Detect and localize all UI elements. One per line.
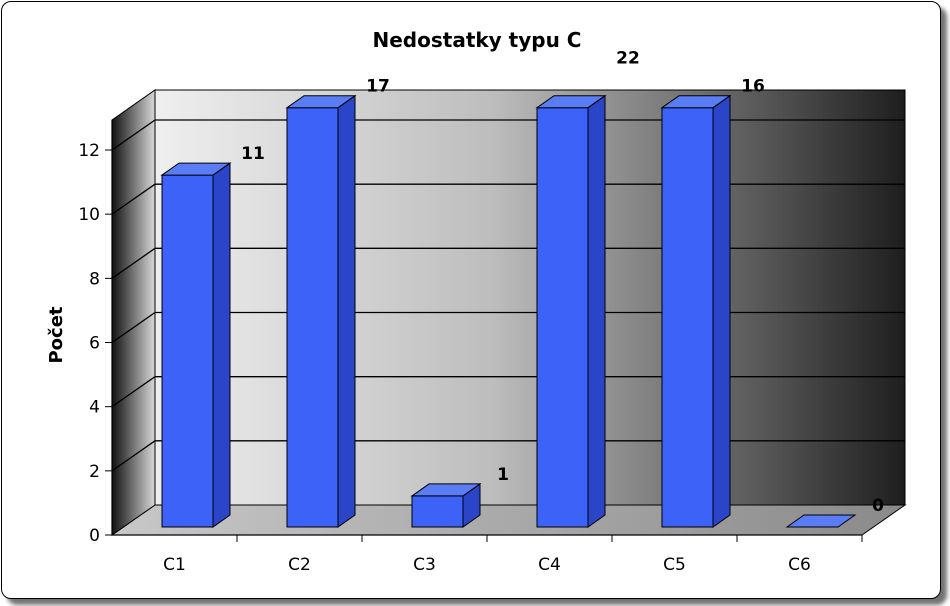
x-tick-label: C2 xyxy=(288,555,311,575)
gridline xyxy=(111,440,905,472)
gridline xyxy=(111,119,905,151)
y-tick-label: 4 xyxy=(89,398,100,418)
gridline xyxy=(111,247,905,279)
side-wall xyxy=(111,89,156,536)
data-label: 22 xyxy=(616,49,640,69)
bar-top xyxy=(535,95,607,109)
x-tick-label: C1 xyxy=(163,555,186,575)
bar-top xyxy=(660,95,732,109)
x-tick-label: C6 xyxy=(788,555,811,575)
x-tick-label: C4 xyxy=(538,555,561,575)
y-tick-label: 8 xyxy=(89,269,100,289)
bar-side xyxy=(212,162,231,528)
y-tick-label: 2 xyxy=(89,462,100,482)
bar-top xyxy=(785,514,857,528)
bar-top xyxy=(410,483,482,497)
chart-title: Nedostatky typu C xyxy=(373,28,582,52)
data-label: 11 xyxy=(241,144,265,164)
bar-top xyxy=(285,95,357,109)
y-tick-label: 6 xyxy=(89,334,100,354)
x-tick-label: C3 xyxy=(413,555,436,575)
bar xyxy=(660,94,732,528)
bar-side xyxy=(587,94,606,528)
x-tick-label: C5 xyxy=(663,555,686,575)
gridline xyxy=(111,376,905,408)
chart-frame: 0 2 4 6 8 10 12 11 C1 17 C2 1 C3 22 C4 16 C5 0 C6 Nedosta… xyxy=(1,1,941,599)
bar-front xyxy=(411,495,464,528)
bar xyxy=(160,162,232,528)
data-label: 17 xyxy=(366,77,390,97)
bar-front xyxy=(161,174,214,528)
bar xyxy=(410,482,482,528)
data-label: 1 xyxy=(497,465,509,485)
y-axis-label: Počet xyxy=(46,306,67,363)
gridline xyxy=(111,183,905,215)
gridline xyxy=(111,311,905,344)
floor-wall xyxy=(110,504,907,536)
bar-top xyxy=(160,162,232,176)
bar xyxy=(285,94,357,528)
bar-front xyxy=(661,107,714,528)
bar-front xyxy=(286,107,339,528)
bar-side xyxy=(712,94,731,528)
bar-front xyxy=(536,107,589,528)
bar xyxy=(785,514,857,528)
data-label: 16 xyxy=(741,77,765,97)
bar-side xyxy=(337,94,356,528)
bar xyxy=(535,94,607,528)
data-label: 0 xyxy=(872,496,884,516)
bar-chart: 0 2 4 6 8 10 12 11 C1 17 C2 1 C3 22 C4 16 C5 0 C6 Nedosta… xyxy=(46,28,907,575)
back-wall xyxy=(154,89,906,506)
y-tick-label: 0 xyxy=(89,526,100,546)
y-tick-label: 12 xyxy=(78,141,100,161)
y-tick-label: 10 xyxy=(78,205,100,225)
